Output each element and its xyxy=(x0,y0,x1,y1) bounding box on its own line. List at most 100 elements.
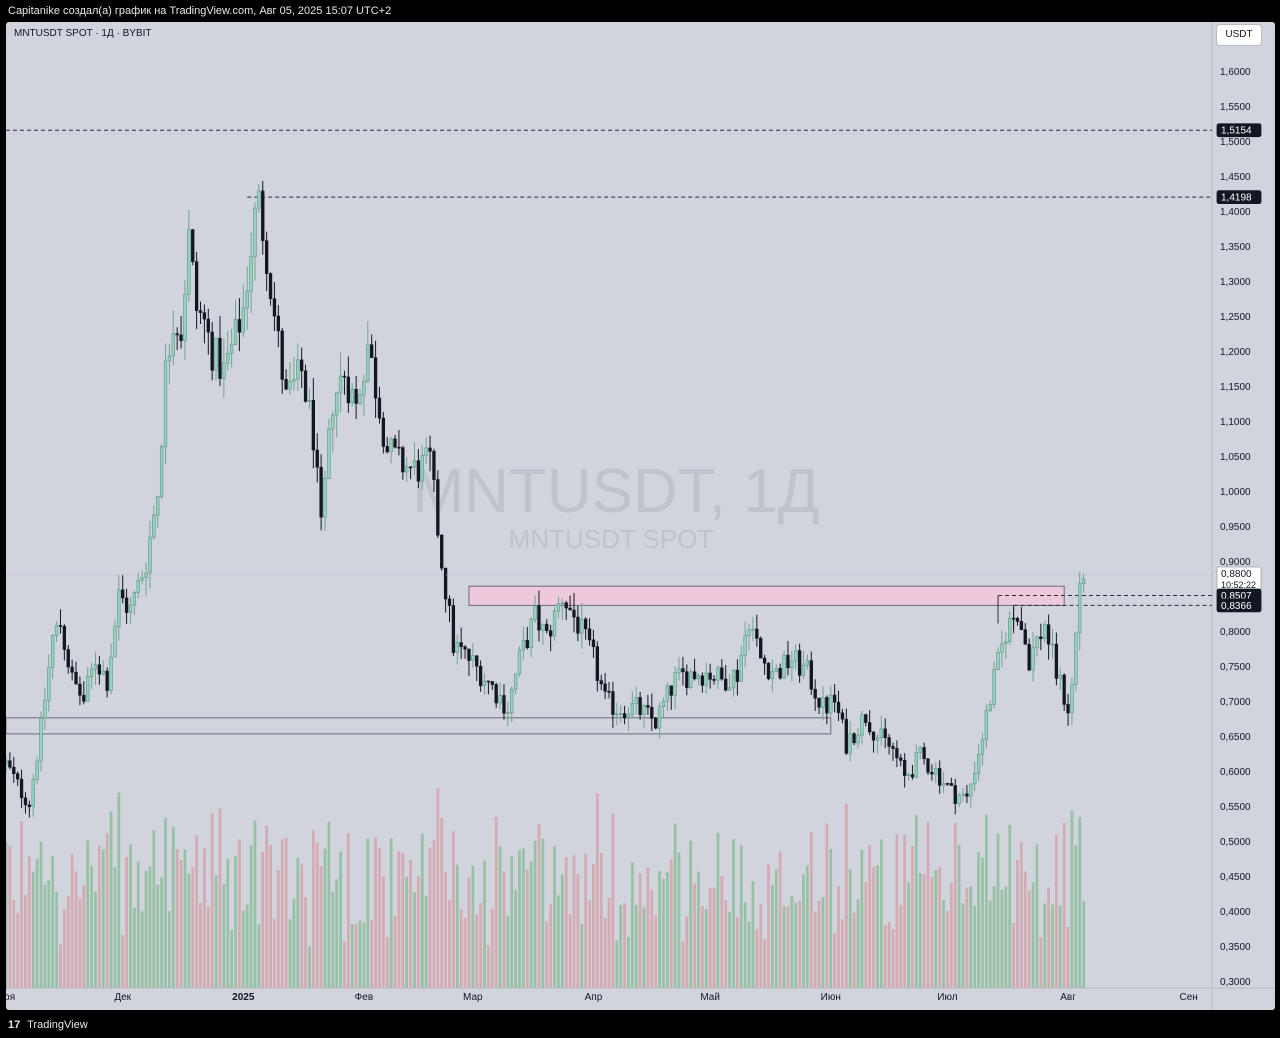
candle-body xyxy=(976,754,981,774)
candle xyxy=(440,533,444,571)
candle xyxy=(198,301,203,325)
candle-body xyxy=(1066,704,1070,714)
volume-bar xyxy=(249,845,253,988)
candle-body xyxy=(319,466,323,518)
candle-body xyxy=(673,672,677,696)
candle xyxy=(700,672,705,693)
candle xyxy=(249,232,253,314)
tradingview-logo-icon[interactable]: 17 xyxy=(8,1019,21,1031)
currency-selector[interactable]: USDT xyxy=(1216,24,1262,46)
candle-body xyxy=(957,795,961,804)
candle xyxy=(136,572,140,599)
candle-body xyxy=(179,334,183,341)
candle-body xyxy=(202,312,207,320)
candle xyxy=(486,680,491,695)
candle-body xyxy=(54,625,59,636)
candle-body xyxy=(136,579,140,593)
candle-body xyxy=(856,734,860,744)
x-tick-label: Ноя xyxy=(6,992,15,1003)
candle-body xyxy=(276,315,280,332)
volume-bar xyxy=(588,900,591,988)
y-tick-label: 0,6500 xyxy=(1220,732,1251,743)
candle xyxy=(331,411,335,453)
candle-body xyxy=(996,651,1000,670)
candle-body xyxy=(1054,643,1059,679)
volume-bar xyxy=(595,793,599,988)
candle xyxy=(957,792,961,808)
volume-bar xyxy=(420,833,424,988)
volume-bar xyxy=(129,844,132,988)
volume-bar xyxy=(27,856,31,988)
volume-bar xyxy=(24,895,27,988)
volume-bar xyxy=(343,941,346,988)
candle-body xyxy=(218,337,222,379)
brand-name[interactable]: TradingView xyxy=(27,1019,88,1031)
candle xyxy=(692,658,697,681)
x-tick-label: Июл xyxy=(937,992,957,1003)
volume-bar xyxy=(214,875,218,988)
volume-bar xyxy=(759,904,763,988)
volume-bar xyxy=(868,844,872,988)
candle xyxy=(264,231,269,292)
volume-bar xyxy=(743,902,747,988)
candle xyxy=(731,669,736,697)
volume-bar xyxy=(74,871,78,988)
candle-body xyxy=(778,668,782,679)
candle-body xyxy=(408,466,413,469)
candle-body xyxy=(171,333,175,357)
price-label: 1,5154 xyxy=(1216,123,1262,138)
volume-bar xyxy=(662,878,665,988)
volume-bar xyxy=(413,892,416,988)
volume-bar xyxy=(572,855,576,988)
candle-body xyxy=(292,378,296,382)
volume-bar xyxy=(981,857,984,988)
candle-body xyxy=(307,399,312,402)
volume-bar xyxy=(327,821,331,988)
volume-bar xyxy=(401,853,405,988)
candle-body xyxy=(903,760,907,776)
candle-body xyxy=(447,598,452,606)
candle-body xyxy=(794,650,798,662)
candle-body xyxy=(121,589,125,599)
candle-body xyxy=(1015,618,1020,622)
volume-bar xyxy=(918,873,922,988)
x-tick-label: Фев xyxy=(355,992,373,1003)
volume-bar xyxy=(148,866,152,988)
candle-body xyxy=(595,646,599,681)
candle-body xyxy=(296,359,300,380)
candle xyxy=(471,642,475,668)
candle xyxy=(903,753,907,788)
candle-body xyxy=(424,447,428,456)
volume-bar xyxy=(623,903,626,988)
volume-bar xyxy=(755,929,759,988)
volume-bar xyxy=(903,834,907,988)
candle xyxy=(389,437,393,464)
candle-body xyxy=(871,731,876,741)
volume-bar xyxy=(12,900,16,988)
candle xyxy=(1015,616,1020,626)
candle xyxy=(548,624,553,652)
candle-body xyxy=(210,331,214,371)
volume-bar xyxy=(685,916,689,988)
volume-bar xyxy=(541,838,545,988)
volume-bar xyxy=(615,940,619,988)
candle xyxy=(370,334,374,358)
volume-bar xyxy=(1051,904,1054,988)
candle-body xyxy=(272,298,277,317)
volume-bar xyxy=(817,901,821,988)
candle-body xyxy=(599,680,603,685)
candle-body xyxy=(988,704,992,711)
candle-body xyxy=(51,635,55,668)
candle xyxy=(996,647,1000,671)
candle-body xyxy=(300,359,304,372)
volume-bar xyxy=(708,888,712,988)
candle-body xyxy=(692,671,697,680)
candle xyxy=(432,448,436,493)
candle xyxy=(1023,623,1027,645)
candle xyxy=(101,660,105,676)
candle-body xyxy=(194,261,199,311)
volume-bar xyxy=(389,838,393,988)
volume-bar xyxy=(1070,810,1074,988)
